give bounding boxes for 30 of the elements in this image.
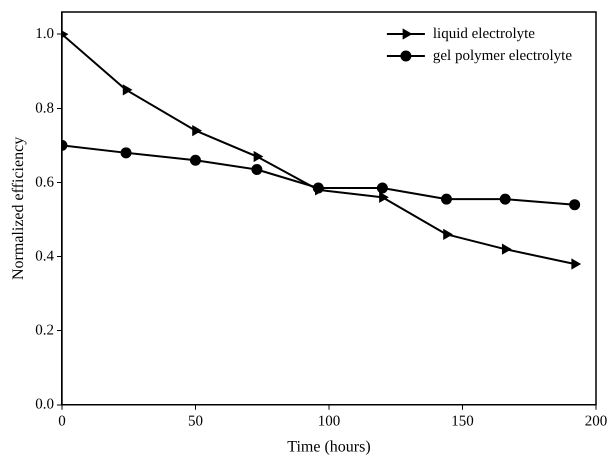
y-axis-title: Normalized efficiency (10, 136, 27, 280)
y-tick-label: 0.2 (35, 322, 54, 339)
point (379, 192, 388, 202)
x-tick-label: 0 (58, 414, 66, 430)
x-axis-title: Time (hours) (287, 438, 371, 456)
point (440, 194, 452, 205)
point (571, 259, 580, 269)
y-tick-label: 1.0 (35, 26, 54, 42)
point (500, 194, 511, 205)
point (569, 199, 580, 210)
legend-label: liquid electrolyte (432, 26, 536, 42)
x-tick-label: 200 (584, 414, 608, 430)
x-tick-label: 150 (451, 414, 474, 430)
point (190, 154, 201, 166)
point (443, 229, 452, 240)
point (502, 244, 511, 254)
y-tick-label: 0.0 (35, 396, 54, 413)
y-tick-label: 0.8 (35, 100, 54, 116)
point (376, 182, 388, 194)
x-tick-label: 100 (318, 414, 340, 430)
y-tick-label: 0.4 (35, 248, 54, 265)
point (120, 147, 132, 158)
point (254, 152, 262, 162)
legend-label: gel polymer electrolyte (432, 48, 572, 64)
point (122, 84, 132, 95)
point (192, 126, 201, 136)
y-tick-label: 0.6 (35, 174, 54, 190)
x-tick-label: 50 (188, 414, 203, 430)
point (251, 164, 262, 175)
point (312, 182, 324, 194)
